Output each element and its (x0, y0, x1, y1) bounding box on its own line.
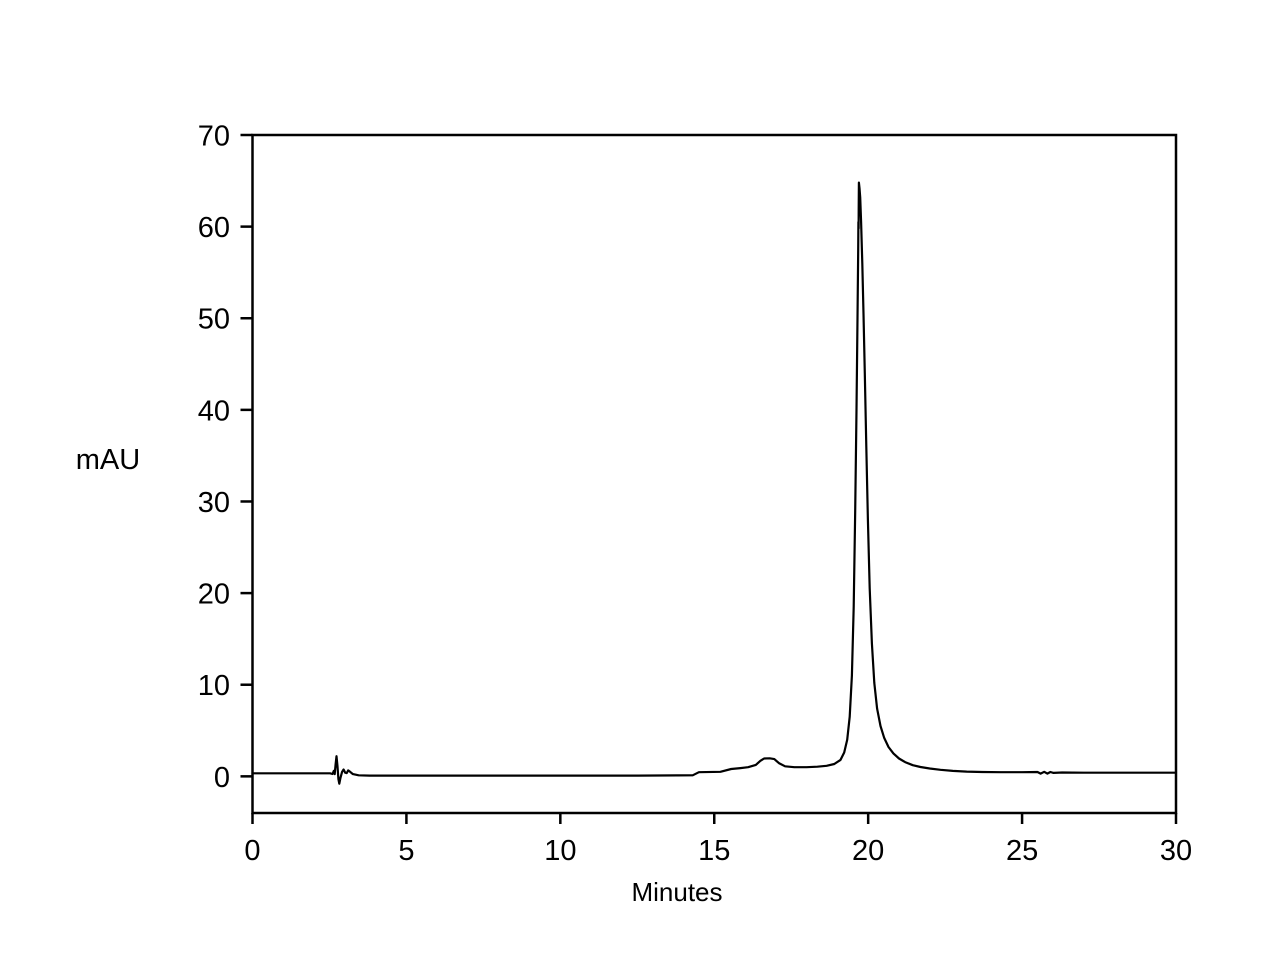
x-tick-label: 10 (544, 835, 576, 867)
y-tick-label: 0 (214, 762, 230, 794)
x-tick-label: 0 (244, 835, 260, 867)
y-tick-label: 20 (198, 579, 230, 611)
plot-frame (251, 133, 1178, 815)
signal-trace (251, 181, 1178, 785)
y-tick-label: 10 (198, 670, 230, 702)
y-axis-title: mAU (76, 444, 140, 476)
x-tick-label: 20 (852, 835, 884, 867)
x-tick-label: 30 (1160, 835, 1192, 867)
x-axis-title: Minutes (631, 877, 722, 907)
x-tick-label: 15 (698, 835, 730, 867)
x-tick-label: 25 (1006, 835, 1038, 867)
y-tick-label: 60 (198, 212, 230, 244)
x-tick-label: 5 (398, 835, 414, 867)
y-tick-label: 50 (198, 304, 230, 336)
y-tick-label: 40 (198, 395, 230, 427)
y-tick-label: 30 (198, 487, 230, 519)
y-tick-label: 70 (198, 121, 230, 153)
